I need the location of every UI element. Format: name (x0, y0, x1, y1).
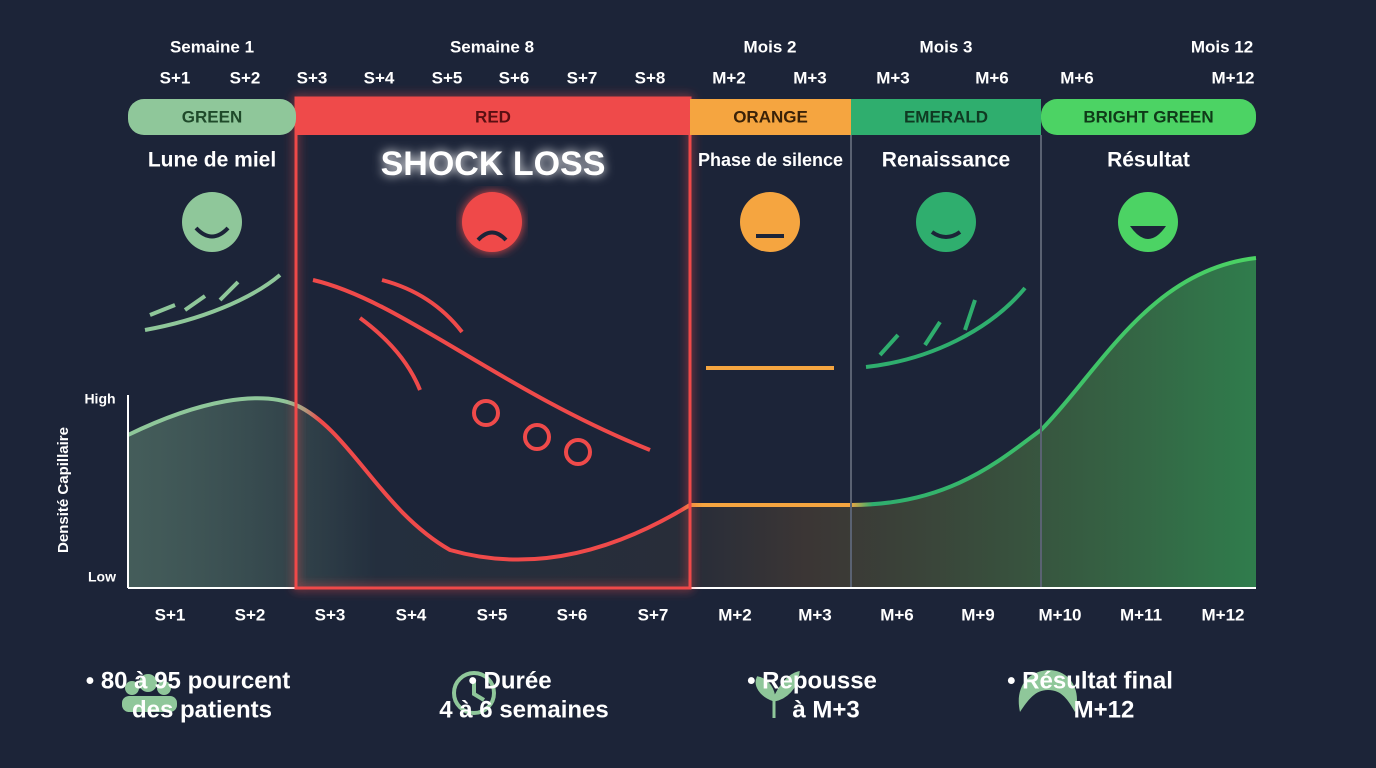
phase-band (128, 99, 296, 135)
top-tick: M+12 (1212, 68, 1255, 87)
top-tick: S+7 (567, 68, 598, 87)
footer-text: • Résultat final (1007, 667, 1173, 694)
period-label: Mois 2 (744, 37, 797, 56)
footer-text: • 80 à 95 pourcent (86, 667, 290, 694)
footer-text: des patients (132, 696, 272, 723)
phase-title: Résultat (1107, 149, 1190, 172)
x-tick: S+2 (235, 605, 266, 624)
faces (182, 192, 1178, 252)
band-label: ORANGE (733, 107, 808, 126)
period-label: Mois 3 (920, 37, 973, 56)
footer-text: M+12 (1074, 696, 1135, 723)
x-tick: M+9 (961, 605, 995, 624)
phase-band (690, 99, 851, 135)
regrowth-arrows (865, 286, 1027, 369)
density-area (128, 258, 1256, 588)
x-tick: S+7 (638, 605, 669, 624)
x-tick: S+1 (155, 605, 186, 624)
phase-title: Renaissance (882, 149, 1010, 172)
top-tick: S+5 (432, 68, 463, 87)
x-tick: M+3 (798, 605, 832, 624)
band-label: RED (475, 107, 511, 126)
density-chart: Densité Capillaire High Low (55, 96, 1257, 590)
footer-icons (122, 670, 1077, 718)
top-tick: M+2 (712, 68, 746, 87)
top-tick: S+6 (499, 68, 530, 87)
footer-text: • Repousse (747, 667, 877, 694)
x-tick: M+12 (1202, 605, 1245, 624)
phase-band (1041, 99, 1256, 135)
top-tick: M+6 (1060, 68, 1094, 87)
phase-title: Lune de miel (148, 149, 276, 172)
x-tick: M+11 (1120, 605, 1162, 624)
shock-box (294, 96, 692, 590)
phase-band (851, 99, 1041, 135)
growth-arrows (144, 273, 282, 332)
x-tick: S+5 (477, 605, 508, 624)
band-label: GREEN (182, 107, 242, 126)
phase-title: SHOCK LOSS (381, 145, 606, 183)
x-tick: M+6 (880, 605, 914, 624)
top-tick: S+2 (230, 68, 261, 87)
y-low: Low (88, 569, 116, 585)
loss-arrows (312, 278, 651, 466)
band-label: BRIGHT GREEN (1083, 107, 1213, 126)
band-label: EMERALD (904, 107, 988, 126)
x-tick: S+6 (557, 605, 588, 624)
period-label: Mois 12 (1191, 37, 1253, 56)
footer-text: • Durée (468, 667, 551, 694)
y-axis-title: Densité Capillaire (55, 427, 72, 553)
y-high: High (84, 391, 115, 407)
top-tick: S+8 (635, 68, 666, 87)
footer-text: à M+3 (792, 696, 859, 723)
phase-title: Phase de silence (698, 150, 843, 170)
x-tick: M+10 (1039, 605, 1082, 624)
top-tick: S+4 (364, 68, 395, 87)
top-tick: M+3 (876, 68, 910, 87)
x-tick: M+2 (718, 605, 752, 624)
top-tick: M+6 (975, 68, 1009, 87)
x-tick: S+4 (396, 605, 427, 624)
phase-band (296, 99, 690, 135)
x-tick: S+3 (315, 605, 346, 624)
top-tick: S+1 (160, 68, 191, 87)
period-label: Semaine 1 (170, 37, 254, 56)
top-tick: M+3 (793, 68, 827, 87)
period-label: Semaine 8 (450, 37, 534, 56)
top-tick: S+3 (297, 68, 328, 87)
footer-text: 4 à 6 semaines (439, 696, 608, 723)
